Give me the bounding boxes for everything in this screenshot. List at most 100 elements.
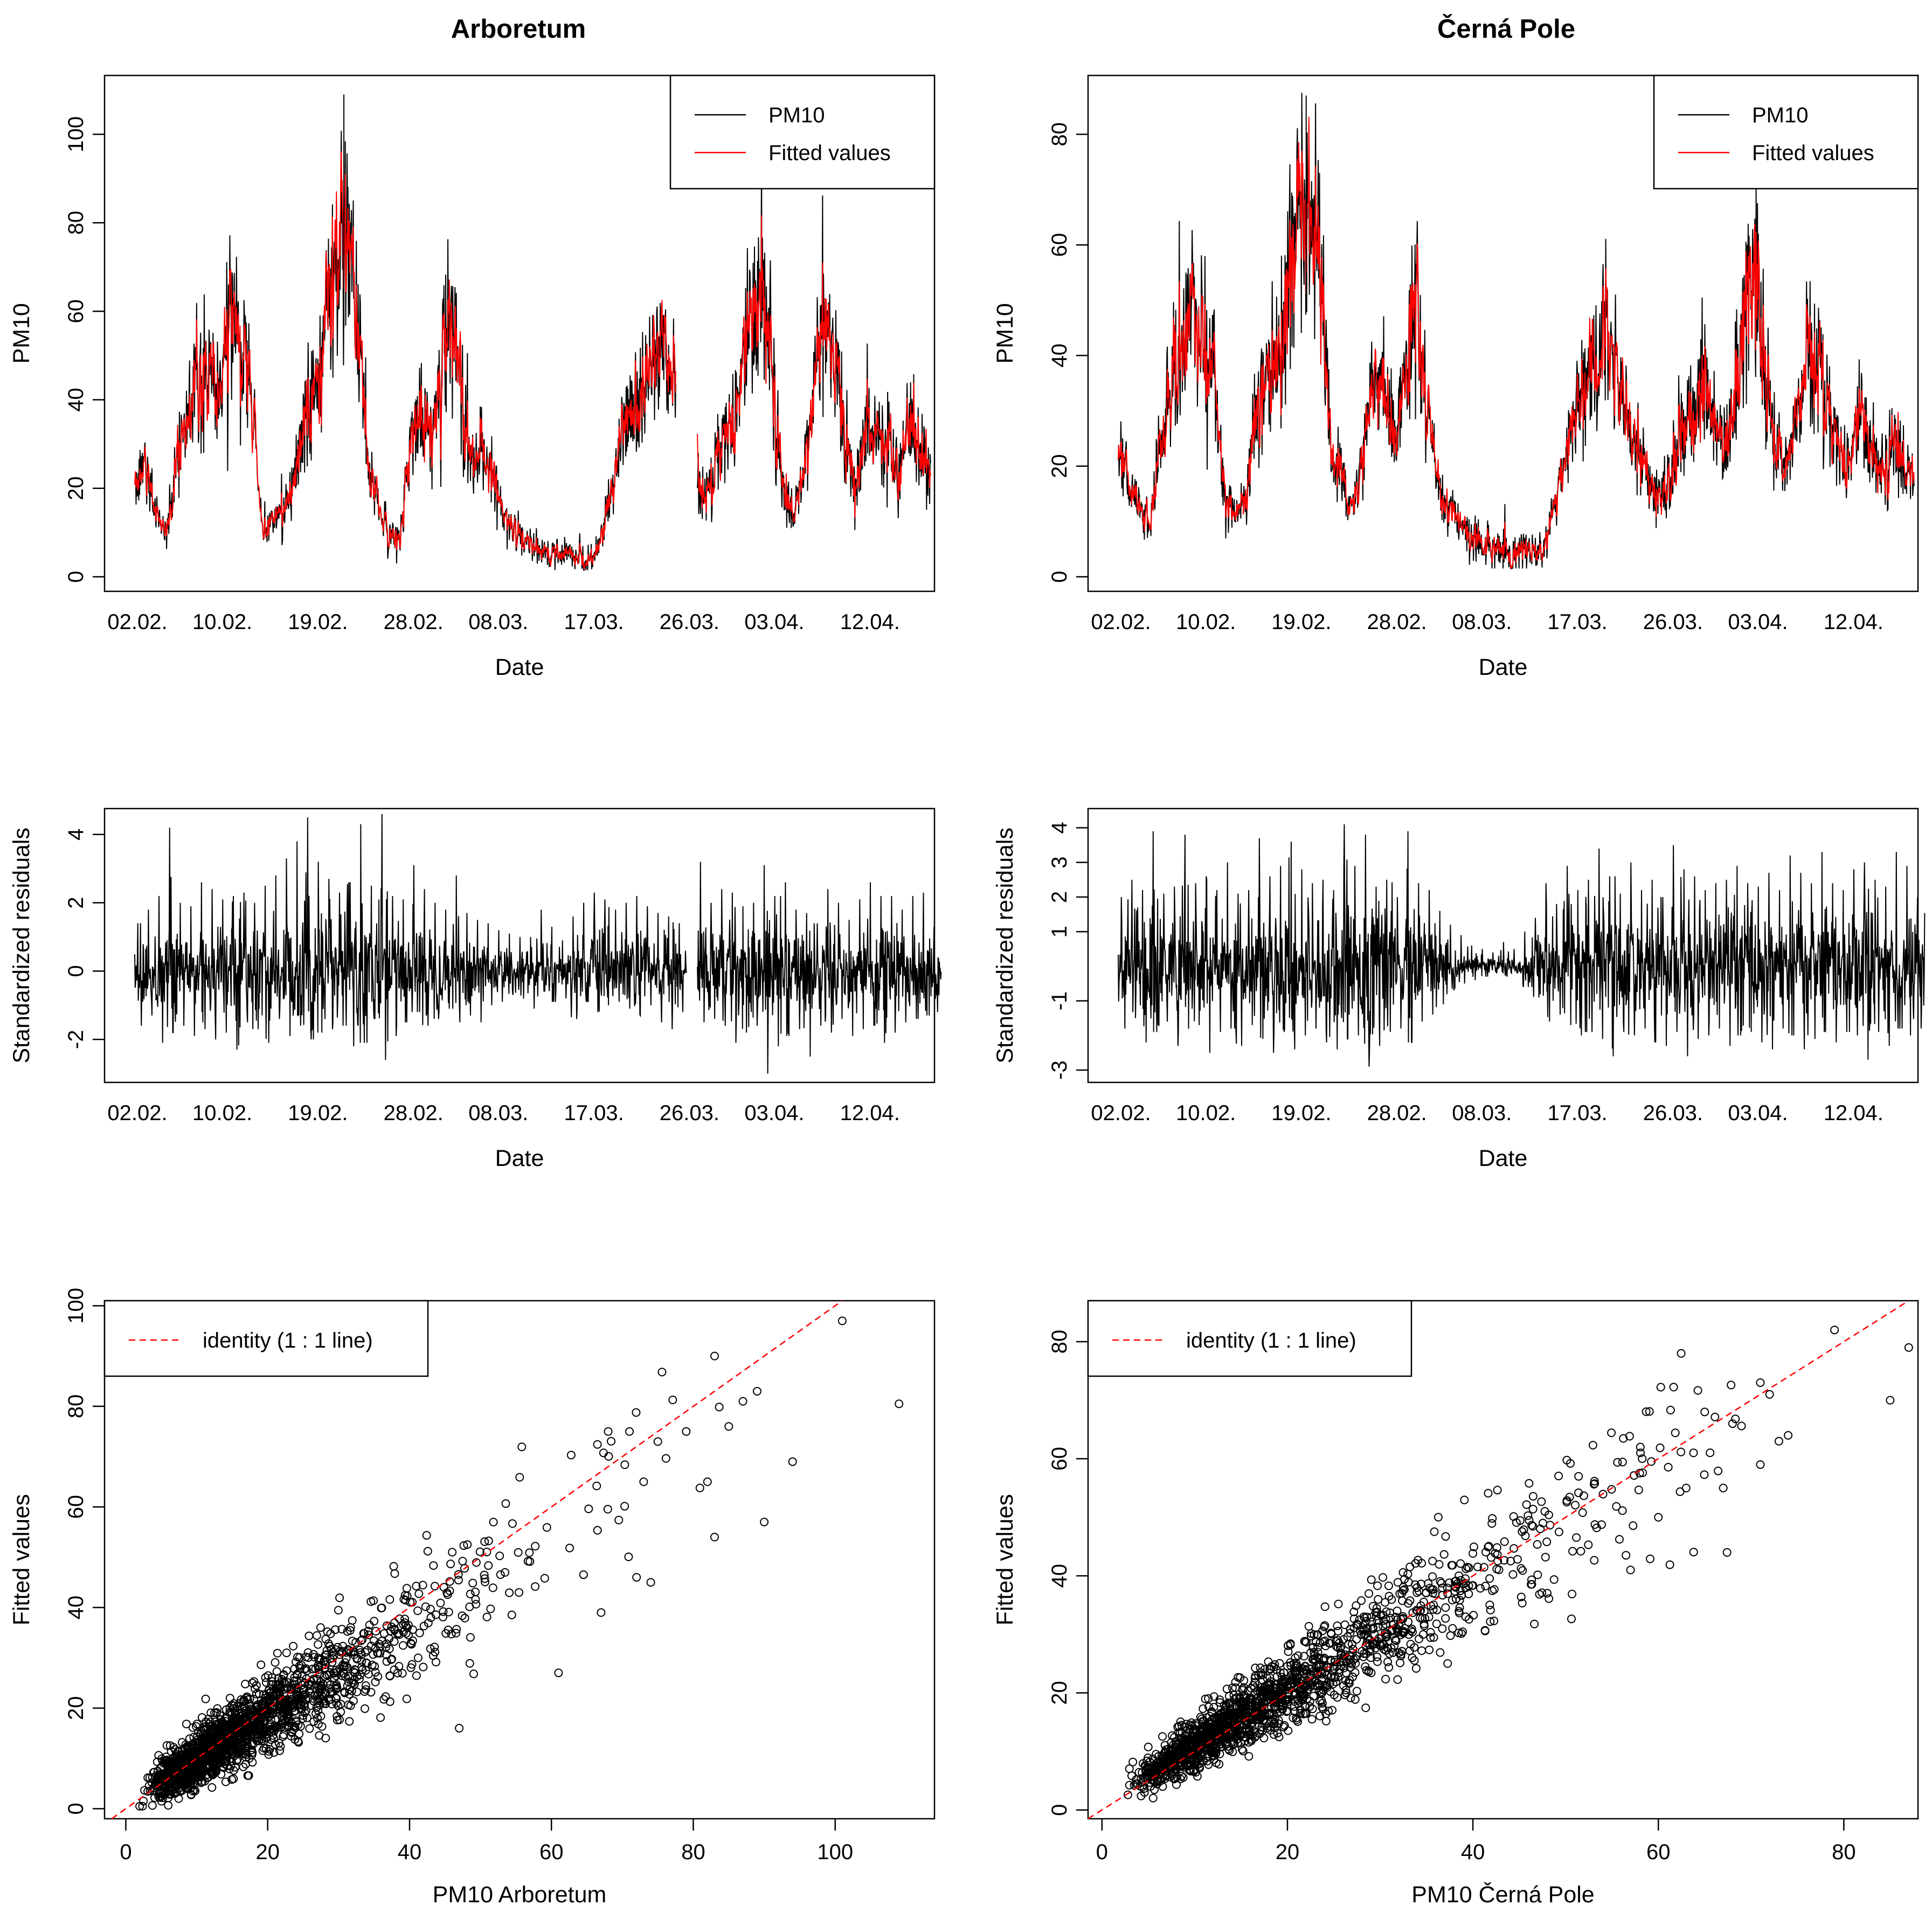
sc-cerna-pole-point: [1320, 1623, 1328, 1632]
sc-arboretum-point: [195, 1737, 204, 1747]
sc-arboretum-point: [264, 1686, 273, 1695]
sc-cerna-pole-point: [1384, 1581, 1393, 1590]
sc-cerna-pole-point: [1469, 1542, 1478, 1551]
sc-cerna-pole-point: [1201, 1694, 1210, 1703]
sc-arboretum-point: [593, 1525, 602, 1535]
sc-cerna-pole-point: [1412, 1588, 1422, 1597]
sc-cerna-pole-point: [1519, 1525, 1528, 1534]
sc-arboretum-point: [311, 1709, 320, 1718]
sc-arboretum-point: [256, 1717, 265, 1726]
sc-arboretum-point: [205, 1739, 214, 1748]
sc-cerna-pole-point: [1689, 1448, 1698, 1458]
sc-cerna-pole-point: [1299, 1652, 1308, 1661]
sc-cerna-pole-point: [1568, 1547, 1577, 1556]
sc-arboretum-point: [482, 1612, 491, 1621]
sc-arboretum-point: [661, 1454, 670, 1463]
sc-arboretum-point: [371, 1644, 380, 1653]
sc-arboretum-point: [220, 1759, 229, 1769]
sc-arboretum-point: [424, 1618, 433, 1627]
sc-cerna-pole-point: [1571, 1501, 1580, 1510]
sc-cerna-pole-point: [1275, 1659, 1284, 1668]
sc-arboretum-point: [275, 1709, 285, 1718]
sc-arboretum-point: [442, 1588, 452, 1597]
sc-cerna-pole-point: [1737, 1421, 1746, 1431]
sc-cerna-pole-point: [1521, 1531, 1530, 1541]
sc-arboretum-point: [206, 1744, 216, 1753]
sc-cerna-pole-point: [1542, 1537, 1552, 1547]
sc-cerna-pole-point: [1416, 1601, 1425, 1610]
sc-cerna-pole-point: [1144, 1765, 1153, 1775]
ts-cerna-pole-plot-frame: [1087, 74, 1919, 592]
sc-arboretum-point: [352, 1672, 362, 1681]
sc-cerna-pole-point: [1311, 1656, 1320, 1665]
sc-cerna-pole-point: [1328, 1706, 1337, 1715]
sc-arboretum-point: [147, 1778, 156, 1787]
sc-arboretum-y-tick-label: 0: [64, 1803, 88, 1814]
sc-arboretum-point: [444, 1625, 453, 1634]
sc-arboretum-point: [207, 1768, 217, 1777]
sc-arboretum-point: [361, 1666, 370, 1675]
sc-cerna-pole-point: [1339, 1657, 1348, 1666]
sc-arboretum-point: [507, 1610, 516, 1619]
sc-cerna-pole-point: [1492, 1564, 1501, 1573]
res-cerna-pole-y-tick-label: -1: [1048, 991, 1071, 1011]
sc-cerna-pole-point: [1265, 1679, 1274, 1688]
sc-arboretum-point: [235, 1730, 244, 1739]
res-arboretum-x-tick-label: 02.02.: [107, 1101, 167, 1125]
sc-cerna-pole-point: [1506, 1557, 1515, 1565]
sc-cerna-pole-point: [1669, 1383, 1678, 1392]
sc-cerna-pole-point: [1904, 1343, 1913, 1352]
sc-cerna-pole-point: [1424, 1612, 1434, 1621]
ts-cerna-pole-x-tick-label: 17.03.: [1547, 610, 1607, 634]
sc-cerna-pole-point: [1374, 1595, 1383, 1604]
sc-arboretum-point: [227, 1701, 237, 1710]
sc-arboretum-point: [332, 1694, 341, 1703]
sc-arboretum-point: [682, 1427, 691, 1436]
sc-arboretum-x-tick-label: 60: [539, 1840, 564, 1864]
sc-cerna-pole-point: [1300, 1662, 1310, 1671]
sc-arboretum-point: [232, 1733, 241, 1742]
sc-cerna-pole-point: [1488, 1586, 1497, 1595]
sc-cerna-pole-point: [1276, 1701, 1285, 1710]
sc-arboretum-point: [412, 1582, 421, 1591]
sc-arboretum-point: [760, 1517, 769, 1527]
sc-cerna-pole-point: [1485, 1600, 1494, 1610]
sc-arboretum-point: [463, 1540, 472, 1549]
sc-arboretum-point: [314, 1665, 323, 1674]
sc-cerna-pole-x-tick-label: 60: [1646, 1840, 1671, 1864]
sc-arboretum-point: [488, 1583, 497, 1592]
sc-cerna-pole-point: [1366, 1647, 1375, 1656]
sc-cerna-pole-point: [1204, 1745, 1213, 1754]
sc-cerna-pole-point: [1568, 1590, 1577, 1599]
sc-cerna-pole-point: [1349, 1624, 1359, 1633]
sc-cerna-pole-point: [1327, 1656, 1336, 1665]
sc-arboretum-y-tick-label: 100: [64, 1288, 88, 1324]
res-cerna-pole-panel: -3 -1 1 2 3 4 Standardized residuals 02.02. 10.0…: [992, 807, 1926, 1171]
sc-cerna-pole-point: [1282, 1707, 1291, 1716]
sc-cerna-pole-point: [1269, 1730, 1278, 1739]
sc-cerna-pole-point: [1493, 1486, 1502, 1495]
sc-cerna-pole-y-tick-label: 20: [1048, 1681, 1071, 1705]
sc-arboretum-point: [331, 1666, 340, 1675]
sc-cerna-pole-point: [1296, 1680, 1305, 1689]
sc-cerna-pole-y-tick-label: 80: [1048, 1330, 1071, 1354]
sc-arboretum-point: [315, 1687, 324, 1696]
sc-arboretum-point: [205, 1756, 214, 1765]
sc-cerna-pole-point: [1256, 1714, 1265, 1722]
sc-arboretum-point: [387, 1654, 396, 1663]
sc-cerna-pole-point: [1180, 1736, 1189, 1745]
sc-cerna-pole-point: [1351, 1668, 1360, 1677]
sc-arboretum-point: [214, 1730, 224, 1739]
sc-arboretum-point: [181, 1763, 190, 1772]
sc-arboretum-point: [179, 1781, 189, 1790]
sc-arboretum-point: [379, 1629, 389, 1638]
sc-arboretum-point: [484, 1536, 493, 1545]
sc-arboretum-point: [216, 1722, 225, 1731]
sc-cerna-pole-point: [1366, 1653, 1375, 1662]
sc-cerna-pole-point: [1622, 1551, 1631, 1560]
sc-arboretum-point: [482, 1548, 491, 1557]
sc-arboretum-point: [604, 1452, 613, 1461]
sc-arboretum-point: [316, 1623, 325, 1632]
sc-cerna-pole-point: [1765, 1390, 1774, 1399]
sc-cerna-pole-point: [1361, 1703, 1370, 1713]
